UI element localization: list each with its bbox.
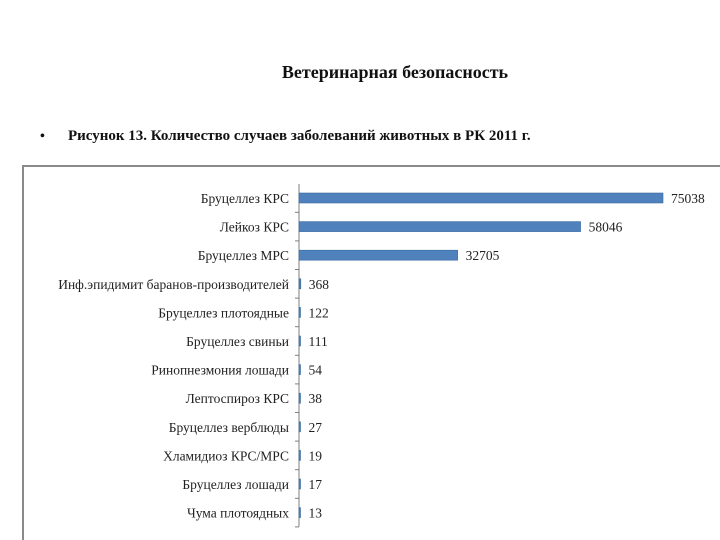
caption-row: • Рисунок 13. Количество случаев заболев… <box>40 128 531 145</box>
figure-caption: Рисунок 13. Количество случаев заболеван… <box>68 128 531 144</box>
category-label: Бруцеллез плотоядные <box>158 305 289 320</box>
category-label: Лептоспироз КРС <box>186 391 289 406</box>
data-label: 19 <box>309 448 323 463</box>
bar <box>298 364 301 375</box>
category-label: Бруцеллез верблюды <box>169 420 289 435</box>
data-label: 111 <box>309 334 328 349</box>
data-label: 38 <box>309 391 323 406</box>
data-label: 75038 <box>671 191 705 206</box>
bar <box>298 192 664 204</box>
data-label: 58046 <box>589 220 623 235</box>
data-label: 32705 <box>466 248 500 263</box>
data-label: 17 <box>309 477 323 492</box>
category-label: Бруцеллез лошади <box>182 477 289 492</box>
category-label: Бруцеллез КРС <box>201 191 289 206</box>
category-label: Ринопнезмония лошади <box>151 363 289 378</box>
slide-title: Ветеринарная безопасность <box>281 62 509 82</box>
data-label: 13 <box>309 506 323 521</box>
bar <box>298 307 301 318</box>
category-label: Лейкоз КРС <box>220 220 289 235</box>
chart-area <box>22 165 720 540</box>
data-label: 368 <box>309 277 330 292</box>
data-label: 54 <box>309 363 323 378</box>
bar <box>298 478 301 490</box>
bar <box>298 392 301 404</box>
bar <box>298 421 301 433</box>
bar <box>298 221 581 232</box>
bar <box>298 335 301 347</box>
category-label: Хламидиоз КРС/МРС <box>163 448 289 463</box>
category-label: Чума плотоядных <box>187 506 289 521</box>
category-label: Инф.эпидимит баранов-производителей <box>58 277 289 292</box>
data-label: 122 <box>309 305 329 320</box>
bar <box>298 450 301 461</box>
bullet-marker: • <box>40 128 45 144</box>
category-label: Бруцеллез МРС <box>198 248 289 263</box>
data-label: 27 <box>309 420 323 435</box>
category-label: Бруцеллез свиньи <box>186 334 289 349</box>
bar <box>298 278 302 290</box>
bar <box>298 249 458 261</box>
bar <box>298 507 301 518</box>
